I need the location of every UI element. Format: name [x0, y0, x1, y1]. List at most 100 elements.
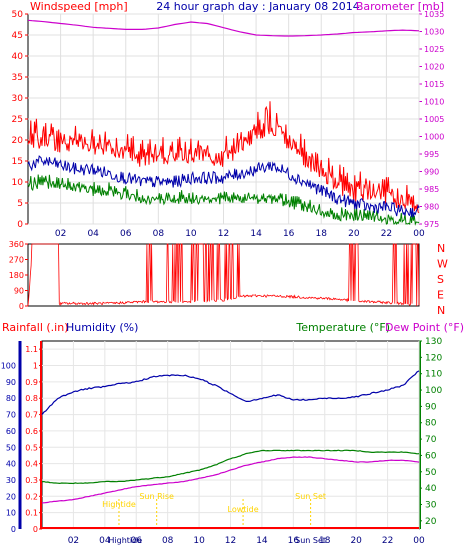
- temperature-tick-label: 50: [425, 468, 437, 478]
- rain-tick-label: 0: [33, 525, 38, 534]
- wind-x-tick-label: 04: [87, 229, 99, 239]
- wind-x-tick-label: 02: [55, 229, 66, 239]
- event-label: Hightide: [102, 500, 136, 509]
- lower-x-tick-label: 02: [68, 536, 79, 546]
- humidity-tick-label: 30: [6, 476, 16, 485]
- direction-tick-label: 180: [9, 271, 24, 280]
- lower-x-tick-label: 00: [413, 536, 425, 546]
- temperature-label: Temperature (°F): [295, 321, 390, 334]
- barometer-tick-label: 975: [424, 220, 439, 229]
- humidity-line: [41, 370, 420, 416]
- temperature-tick-label: 100: [425, 386, 442, 396]
- wind-tick-label: 5: [17, 199, 23, 209]
- rain-tick-label: 0.8: [25, 394, 38, 403]
- lower-x-tick-label: 08: [162, 536, 174, 546]
- temperature-tick-label: 110: [425, 370, 442, 380]
- wind-direction-line: [27, 243, 420, 307]
- rain-tick-label: 0.2: [25, 492, 38, 501]
- lower-x-tick-label: 18: [319, 536, 331, 546]
- humidity-label: Humidity (%): [66, 321, 138, 334]
- rain-tick-label: 0.4: [25, 460, 38, 469]
- wind-x-tick-label: 20: [348, 229, 360, 239]
- lower-x-tick-label: 06: [131, 536, 143, 546]
- wind-x-tick-label: 12: [218, 229, 229, 239]
- wind-x-tick-label: 06: [120, 229, 132, 239]
- barometer-tick-label: 1035: [424, 10, 444, 19]
- rainfall-label: Rainfall (.in): [2, 321, 69, 334]
- wind-tick-label: 45: [12, 31, 23, 41]
- barometer-tick-label: 1020: [424, 63, 444, 72]
- wind-x-tick-label: 14: [250, 229, 262, 239]
- barometer-tick-label: 1010: [424, 98, 444, 107]
- compass-label: S: [437, 273, 444, 286]
- wind-speed-line: [27, 174, 420, 226]
- event-label: Sun Set: [295, 492, 326, 501]
- wind-tick-label: 15: [12, 157, 23, 167]
- lower-x-tick-label: 12: [225, 536, 236, 546]
- temperature-tick-label: 70: [425, 435, 437, 445]
- rain-tick-label: 1: [33, 362, 38, 371]
- compass-label: N: [437, 242, 445, 255]
- humidity-tick-label: 50: [6, 443, 16, 452]
- barometer-tick-label: 1015: [424, 80, 444, 89]
- direction-tick-label: 0: [19, 302, 24, 311]
- rain-tick-label: 1.1: [25, 345, 38, 354]
- humidity-tick-label: 10: [6, 509, 16, 518]
- temperature-tick-label: 60: [425, 451, 437, 461]
- humidity-tick-label: 40: [6, 460, 16, 469]
- wind-tick-label: 30: [12, 94, 24, 104]
- humidity-tick-label: 100: [1, 362, 16, 371]
- humidity-tick-label: 0: [11, 525, 16, 534]
- lower-x-tick-label: 10: [193, 536, 205, 546]
- barometer-tick-label: 995: [424, 150, 439, 159]
- wind-tick-label: 50: [12, 10, 24, 20]
- temperature-tick-label: 80: [425, 419, 437, 429]
- barometer-tick-label: 1030: [424, 28, 444, 37]
- bottom-event-label: Sun Set: [295, 536, 326, 545]
- wind-x-tick-label: 22: [381, 229, 392, 239]
- rain-tick-label: 0.5: [25, 443, 38, 452]
- rain-tick-label: 0.3: [25, 476, 38, 485]
- wind-x-tick-label: 16: [283, 229, 295, 239]
- compass-label: E: [437, 289, 444, 302]
- bottom-event-label: Hightide: [108, 536, 142, 545]
- direction-tick-label: 270: [9, 256, 24, 265]
- dewpoint-label: Dew Point (°F): [385, 321, 464, 334]
- lower-x-tick-label: 22: [382, 536, 393, 546]
- barometer-tick-label: 980: [424, 203, 439, 212]
- temperature-tick-label: 20: [425, 517, 437, 527]
- barometer-tick-label: 1025: [424, 45, 444, 54]
- temperature-tick-label: 120: [425, 353, 442, 363]
- temperature-line: [41, 449, 420, 485]
- compass-label: W: [437, 258, 448, 271]
- rain-tick-label: 0.7: [25, 411, 38, 420]
- event-label: Lowtide: [228, 505, 259, 514]
- temperature-tick-label: 90: [425, 402, 437, 412]
- barometer-line: [27, 19, 420, 37]
- barometer-tick-label: 985: [424, 185, 439, 194]
- wind-x-tick-label: 00: [413, 229, 425, 239]
- temperature-tick-label: 30: [425, 500, 437, 510]
- lower-x-tick-label: 14: [256, 536, 268, 546]
- rain-tick-label: 0.9: [25, 378, 38, 387]
- humidity-tick-label: 60: [6, 427, 16, 436]
- direction-panel-frame: [27, 243, 420, 307]
- rain-tick-label: 0.6: [25, 427, 38, 436]
- direction-tick-label: 360: [9, 240, 24, 249]
- lower-x-tick-label: 20: [350, 536, 362, 546]
- temperature-tick-label: 40: [425, 484, 437, 494]
- wind-tick-label: 25: [12, 115, 23, 125]
- humidity-tick-label: 90: [6, 378, 16, 387]
- dewpoint-line: [41, 456, 420, 504]
- humidity-tick-label: 80: [6, 394, 16, 403]
- graph-title: 24 hour graph day : January 08 2014: [156, 0, 360, 13]
- wind-tick-label: 20: [12, 136, 24, 146]
- wind-x-tick-label: 10: [185, 229, 197, 239]
- event-label: Sun Rise: [139, 492, 174, 501]
- humidity-tick-label: 70: [6, 411, 16, 420]
- wind-tick-label: 10: [12, 178, 24, 188]
- barometer-tick-label: 1005: [424, 115, 444, 124]
- wind-tick-label: 0: [17, 220, 23, 230]
